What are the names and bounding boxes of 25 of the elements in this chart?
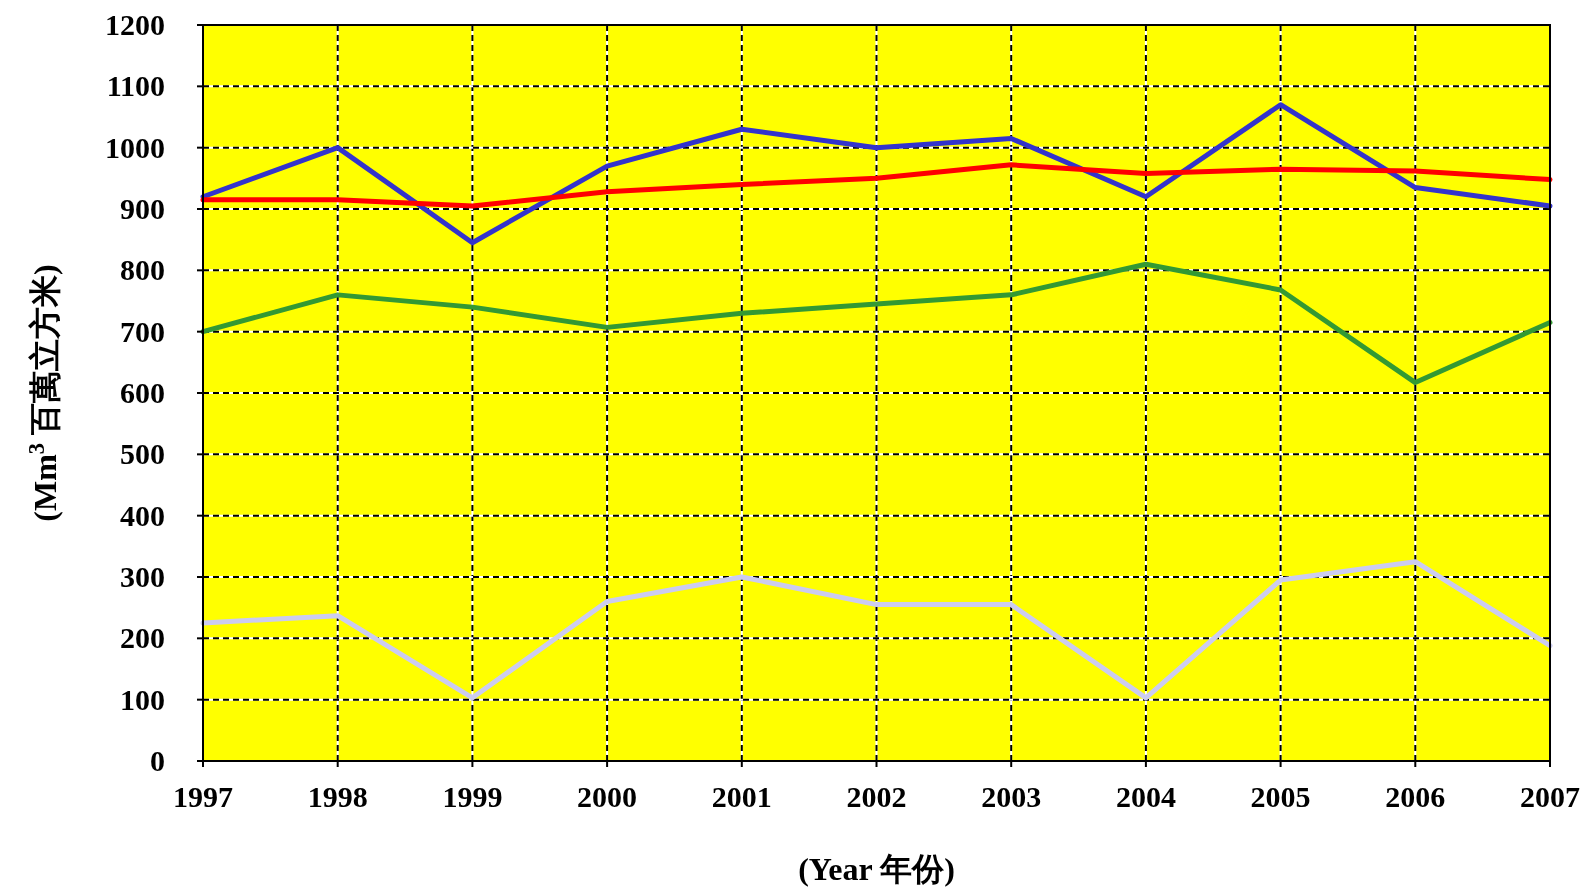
y-tick-label: 1000 <box>105 130 165 164</box>
x-tick-label: 2005 <box>1250 780 1311 813</box>
x-tick-label: 1999 <box>442 780 503 813</box>
x-tick-label: 2002 <box>846 780 907 813</box>
y-tick-label: 1100 <box>106 69 165 103</box>
y-tick-label: 300 <box>120 560 165 593</box>
y-tick-label: 500 <box>120 437 165 471</box>
y-tick-label: 800 <box>120 253 165 287</box>
x-tick-label: 1998 <box>307 780 368 813</box>
x-tick-label: 2001 <box>711 780 772 813</box>
y-tick-label: 600 <box>120 376 165 409</box>
x-tick-label: 2003 <box>981 780 1042 813</box>
y-tick-label: 200 <box>120 621 165 655</box>
y-tick-label: 0 <box>150 744 165 777</box>
x-tick-label: 2004 <box>1115 780 1176 813</box>
x-axis-title: (Year 年份) <box>798 851 955 887</box>
y-tick-label: 100 <box>120 682 165 716</box>
x-tick-label: 2006 <box>1385 780 1446 813</box>
y-tick-label: 900 <box>120 192 165 225</box>
y-tick-label: 400 <box>120 498 165 532</box>
x-tick-label: 2000 <box>577 780 638 813</box>
x-tick-label: 2007 <box>1520 780 1580 813</box>
y-tick-label: 700 <box>120 314 165 348</box>
x-tick-label: 1997 <box>173 780 233 813</box>
y-tick-label: 1200 <box>105 8 165 41</box>
